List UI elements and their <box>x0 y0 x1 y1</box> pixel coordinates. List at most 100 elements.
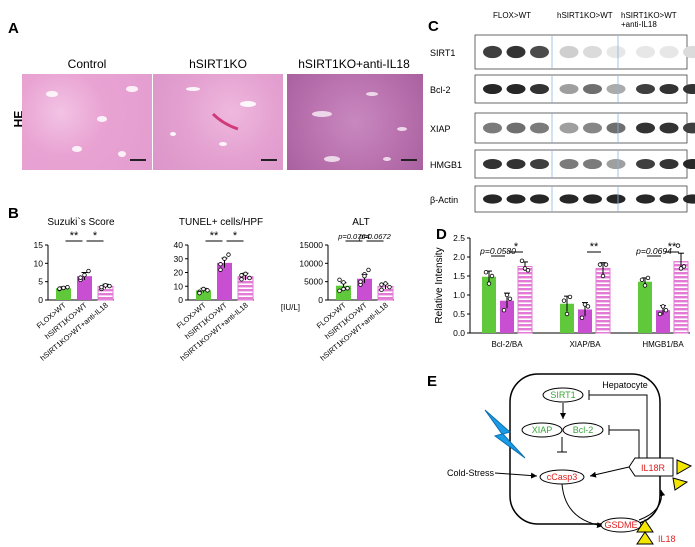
blot-band <box>636 83 655 95</box>
data-point <box>247 275 252 281</box>
blot-band <box>483 45 502 59</box>
blot-row-xiap: XIAP <box>430 112 695 144</box>
data-point <box>645 275 651 281</box>
lightning-icon <box>484 409 526 459</box>
y-axis-label: [IU/L] <box>281 303 300 312</box>
x-tick-label: XIAP/BA <box>569 340 601 349</box>
panel-b-letter: B <box>8 205 19 222</box>
significance-label: ** <box>590 241 599 253</box>
y-tick-label: 10 <box>174 281 184 291</box>
he-image-hsirt1ko <box>153 74 283 170</box>
blot-band <box>506 158 526 170</box>
bar <box>673 261 689 334</box>
ccasp3-label: cCasp3 <box>547 472 578 482</box>
data-point <box>341 280 346 285</box>
data-point <box>657 311 663 317</box>
bcl2-node <box>562 422 604 438</box>
blot-band <box>606 158 626 170</box>
bar-chart-0: Suzuki`s Score051015FLOX>WThSIRT1KO>WThS… <box>34 216 116 363</box>
significance-label: p=0.0694 <box>635 246 672 256</box>
cell-outline <box>509 373 661 525</box>
blot-band <box>583 158 602 170</box>
il18-arrow <box>638 489 666 521</box>
bar <box>482 276 496 333</box>
data-point <box>585 304 591 309</box>
xiap-label: XIAP <box>532 425 553 435</box>
data-point <box>660 304 666 309</box>
data-point <box>82 272 87 278</box>
blot-band <box>683 45 695 59</box>
significance-label: ** <box>70 230 79 242</box>
data-point <box>663 307 669 313</box>
he-title-control: Control <box>67 57 107 71</box>
he-title-hsirt1ko: hSIRT1KO <box>189 57 247 71</box>
blot-band <box>530 122 549 134</box>
blot-band <box>583 194 602 204</box>
data-point <box>345 286 350 291</box>
data-point <box>107 283 112 289</box>
blot-band <box>683 158 695 170</box>
bcl2-label: Bcl-2 <box>573 425 594 435</box>
group-header: hSIRT1KO>WT <box>621 11 677 20</box>
significance-label: * <box>93 230 98 242</box>
y-tick-label: 5000 <box>304 277 323 287</box>
bar <box>638 281 652 333</box>
panel-b-charts: Suzuki`s Score051015FLOX>WThSIRT1KO>WThS… <box>34 216 394 363</box>
blot-band <box>636 194 655 204</box>
blot-band <box>606 122 626 134</box>
blot-band <box>559 194 579 204</box>
inhibit-ccasp3 <box>557 437 567 453</box>
blot-band <box>506 83 526 95</box>
ccasp3-gsdme-arrow <box>561 483 604 529</box>
data-point <box>222 256 227 261</box>
blot-band <box>683 83 695 95</box>
scale-bar <box>261 159 277 161</box>
data-point <box>642 283 648 288</box>
data-point <box>504 292 510 298</box>
significance-label: ** <box>210 230 219 242</box>
x-tick-label: HMGB1/BA <box>642 340 684 349</box>
group-header: FLOX>WT <box>493 11 531 20</box>
blot-band <box>606 83 626 95</box>
blot-band <box>659 83 679 95</box>
data-point <box>564 311 570 317</box>
il18r-ccasp3-arrow <box>589 466 630 478</box>
y-tick-label: 5 <box>38 277 43 287</box>
significance-label: ** <box>668 241 677 253</box>
significance-label: p=0.0580 <box>479 246 516 256</box>
y-tick-label: 15000 <box>299 240 323 250</box>
data-point <box>561 298 567 303</box>
data-point <box>218 267 223 272</box>
blot-band <box>506 122 526 134</box>
he-image-anti-il18 <box>287 74 423 170</box>
blot-row-hmgb1: HMGB1 <box>430 149 695 179</box>
y-tick-label: 15 <box>34 240 44 250</box>
data-point <box>522 266 528 271</box>
data-point <box>379 282 384 287</box>
data-point <box>675 243 681 248</box>
blot-band <box>683 122 695 134</box>
data-point <box>218 262 223 267</box>
blot-row-actin: β-Actin <box>430 185 695 213</box>
y-axis-label: Relative Intensity <box>434 247 445 323</box>
blot-row-label: Bcl-2 <box>430 85 451 95</box>
blot-band <box>659 122 679 134</box>
data-point <box>525 268 531 273</box>
hepatocyte-label: Hepatocyte <box>602 380 648 390</box>
data-point <box>678 266 684 271</box>
y-tick-label: 0 <box>318 295 323 305</box>
il18-triangle <box>672 477 689 491</box>
inhibit-sirt1 <box>588 390 648 458</box>
data-point <box>201 286 206 292</box>
blot-row-label: β-Actin <box>430 195 458 205</box>
blot-band <box>636 122 655 134</box>
data-point <box>362 273 367 279</box>
bar <box>517 266 533 334</box>
blot-row-bcl2: Bcl-2 <box>430 74 695 104</box>
gsdme-label: GSDME <box>604 520 637 530</box>
il18-label: IL18 <box>658 534 676 544</box>
data-point <box>579 315 585 320</box>
data-point <box>387 284 392 290</box>
data-point <box>501 307 507 313</box>
y-tick-label: 0.0 <box>453 328 465 338</box>
